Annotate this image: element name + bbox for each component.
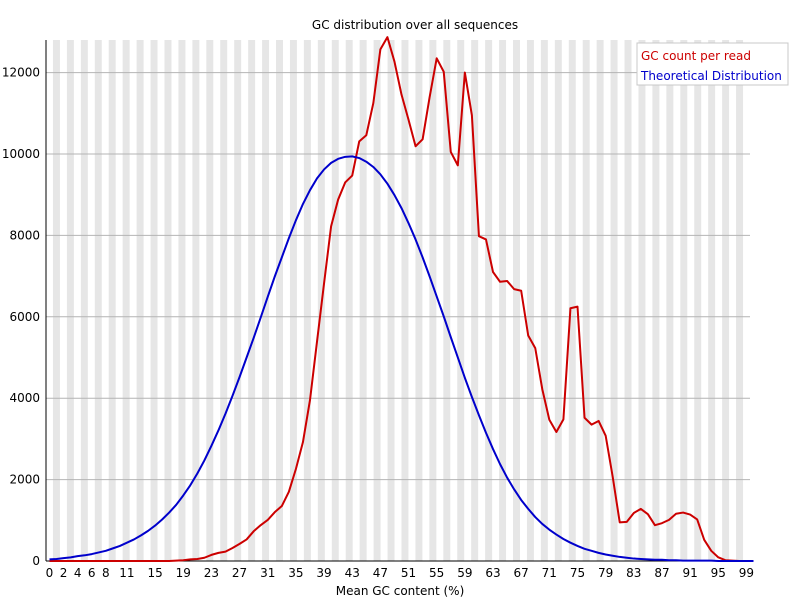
x-tick-label: 35 — [288, 566, 303, 580]
legend-box — [636, 42, 789, 86]
stripe — [708, 40, 716, 561]
stripe — [401, 40, 409, 561]
x-tick-label: 95 — [711, 566, 726, 580]
series-lines — [49, 36, 754, 562]
y-axis-ticks: 0 2000 4000 6000 8000 10000 12000 — [2, 66, 40, 568]
x-tick-label: 4 — [74, 566, 82, 580]
x-tick-label: 71 — [542, 566, 557, 580]
stripe — [220, 40, 228, 561]
y-tick-label: 6000 — [9, 310, 40, 324]
stripe — [80, 40, 88, 561]
legend-entry-gc-count: GC count per read — [641, 49, 751, 63]
stripe — [638, 40, 646, 561]
stripe — [554, 40, 562, 561]
stripe — [429, 40, 437, 561]
stripe — [610, 40, 618, 561]
x-tick-label: 51 — [401, 566, 416, 580]
x-tick-label: 23 — [204, 566, 219, 580]
chart-title: GC distribution over all sequences — [312, 18, 518, 32]
x-tick-label: 43 — [345, 566, 360, 580]
y-tick-label: 12000 — [2, 66, 40, 80]
stripe — [624, 40, 632, 561]
x-tick-label: 31 — [260, 566, 275, 580]
stripe — [94, 40, 102, 561]
stripe — [540, 40, 548, 561]
stripe — [568, 40, 576, 561]
x-tick-label: 0 — [46, 566, 54, 580]
y-tick-label: 0 — [32, 554, 40, 568]
stripe — [331, 40, 339, 561]
series-line-gc-count — [49, 36, 754, 562]
stripe — [192, 40, 200, 561]
stripe — [485, 40, 493, 561]
stripe — [122, 40, 130, 561]
stripe — [345, 40, 353, 561]
stripe — [722, 40, 730, 561]
stripe — [303, 40, 311, 561]
x-tick-label: 2 — [60, 566, 68, 580]
stripe — [234, 40, 242, 561]
y-tick-label: 2000 — [9, 473, 40, 487]
x-tick-label: 27 — [232, 566, 247, 580]
stripe — [513, 40, 520, 561]
stripe — [582, 40, 590, 561]
x-tick-label: 91 — [682, 566, 697, 580]
stripe — [164, 40, 172, 561]
stripe — [178, 40, 186, 561]
y-tick-label: 4000 — [9, 391, 40, 405]
x-axis-label: Mean GC content (%) — [336, 584, 465, 598]
x-tick-label: 59 — [457, 566, 472, 580]
stripe — [596, 40, 604, 561]
x-tick-label: 83 — [626, 566, 641, 580]
stripe — [526, 40, 534, 561]
x-tick-label: 79 — [598, 566, 613, 580]
stripe — [136, 40, 144, 561]
x-tick-label: 47 — [373, 566, 388, 580]
stripe — [108, 40, 116, 561]
x-tick-label: 75 — [570, 566, 585, 580]
x-tick-label: 19 — [176, 566, 191, 580]
stripe — [276, 40, 283, 561]
stripe — [443, 40, 451, 561]
stripe — [666, 40, 674, 561]
stripe — [680, 40, 688, 561]
x-tick-label: 63 — [485, 566, 500, 580]
stripe — [415, 40, 423, 561]
series-line-theoretical — [49, 155, 754, 562]
stripe — [694, 40, 702, 561]
stripe — [457, 40, 465, 561]
stripe — [206, 40, 214, 561]
x-tick-label: 87 — [654, 566, 669, 580]
x-tick-label: 55 — [429, 566, 444, 580]
x-tick-label: 15 — [147, 566, 162, 580]
background-stripes — [52, 40, 744, 561]
stripe — [248, 40, 256, 561]
stripe — [52, 40, 60, 561]
stripe — [359, 40, 367, 561]
x-tick-label: 39 — [316, 566, 331, 580]
legend-entry-theoretical: Theoretical Distribution — [640, 69, 782, 83]
legend: GC count per read Theoretical Distributi… — [636, 42, 789, 86]
stripe — [289, 40, 297, 561]
x-axis-ticks: 0 2 4 6 8 11 15 19 23 27 31 35 39 43 47 51 55 59 63 67 71 75 7… — [46, 566, 754, 580]
x-tick-label: 6 — [88, 566, 96, 580]
y-tick-label: 8000 — [9, 228, 40, 242]
x-tick-label: 99 — [739, 566, 754, 580]
stripe — [66, 40, 74, 561]
stripe — [652, 40, 660, 561]
y-tick-label: 10000 — [2, 147, 40, 161]
stripe — [499, 40, 507, 561]
x-tick-label: 67 — [514, 566, 529, 580]
stripe — [150, 40, 158, 561]
stripe — [373, 40, 381, 561]
x-tick-label: 8 — [102, 566, 110, 580]
stripe — [387, 40, 395, 561]
stripe — [736, 40, 744, 561]
horizontal-gridlines — [46, 72, 750, 481]
stripe — [471, 40, 479, 561]
x-tick-label: 11 — [119, 566, 134, 580]
